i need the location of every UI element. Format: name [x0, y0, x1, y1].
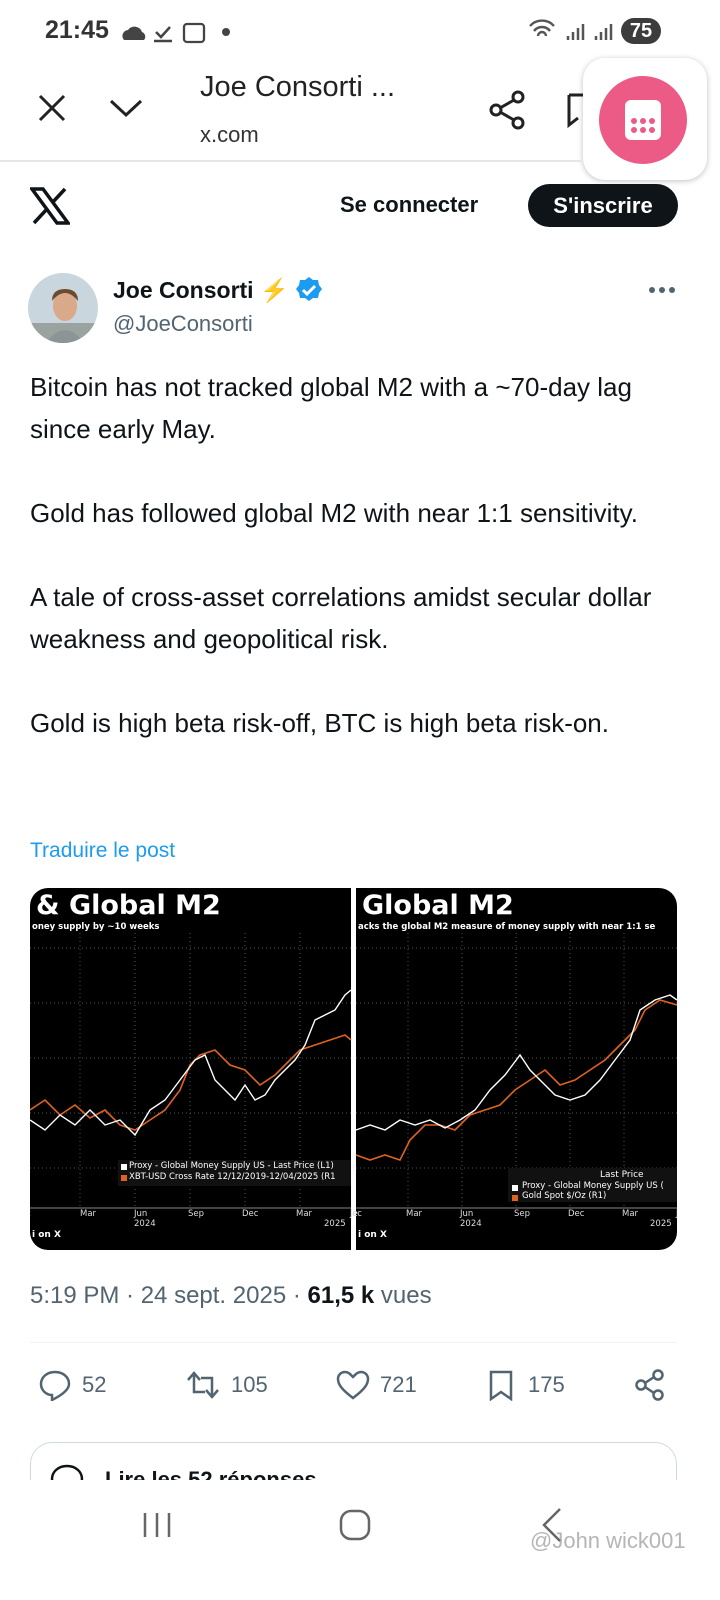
month-label: c	[30, 1209, 31, 1219]
status-time: 21:45	[45, 16, 109, 44]
image-title: Global M2	[362, 890, 514, 921]
x-logo[interactable]	[30, 187, 70, 225]
bookmark-count: 175	[528, 1372, 565, 1397]
post-paragraph: Gold has followed global M2 with near 1:…	[30, 498, 638, 528]
translate-link[interactable]: Traduire le post	[30, 839, 176, 862]
post-paragraph: Bitcoin has not tracked global M2 with a…	[30, 372, 632, 444]
image-credit: i on X	[32, 1230, 61, 1240]
post-text: Bitcoin has not tracked global M2 with a…	[30, 366, 658, 744]
avatar[interactable]	[28, 273, 98, 343]
year-label: 2024	[460, 1219, 482, 1229]
post-paragraph: A tale of cross-asset correlations amids…	[30, 582, 652, 654]
bookmark-action[interactable]: 175	[488, 1368, 565, 1402]
verified-badge	[296, 277, 322, 301]
legend-entry: Gold Spot $/Oz (R1)	[522, 1191, 607, 1201]
year-label: 2025	[650, 1219, 672, 1229]
close-button[interactable]	[36, 92, 68, 124]
view-count: 61,5 k	[307, 1282, 375, 1309]
month-label: Mar	[622, 1209, 639, 1219]
timestamp[interactable]: 5:19 PM · 24 sept. 2025	[30, 1282, 287, 1309]
month-label: Mar	[296, 1209, 313, 1219]
post-images[interactable]: & Global M2 oney supply by ~10 weeks Proxy…	[30, 888, 677, 1250]
legend-entry: Proxy - Global Money Supply US (	[522, 1181, 664, 1191]
meta-separator: ·	[292, 1282, 301, 1309]
home-button[interactable]	[338, 1508, 372, 1542]
post-paragraph: Gold is high beta risk-off, BTC is high …	[30, 708, 609, 738]
month-label: ec	[352, 1209, 362, 1219]
battery: 75	[621, 18, 661, 44]
month-label: Jun	[134, 1209, 148, 1219]
like-count: 721	[380, 1372, 417, 1397]
watermark: @John wick001	[530, 1528, 686, 1553]
share-button[interactable]	[488, 90, 528, 130]
more-button[interactable]	[648, 284, 676, 296]
month-label: Mar	[80, 1209, 97, 1219]
view-label: vues	[380, 1282, 432, 1309]
repost-button[interactable]: 105	[185, 1368, 268, 1402]
app-icon	[625, 100, 661, 140]
year-label: 2025	[324, 1219, 346, 1229]
page-title: Joe Consorti ...	[200, 71, 396, 103]
legend-entry: XBT-USD Cross Rate 12/12/2019-12/04/2025…	[129, 1172, 336, 1182]
author-handle[interactable]: @JoeConsorti	[113, 311, 253, 336]
month-label: Ju	[676, 1209, 677, 1219]
image-subtitle: oney supply by ~10 weeks	[32, 922, 160, 932]
author-name[interactable]: Joe Consorti ⚡	[113, 276, 323, 304]
expand-button[interactable]	[108, 96, 144, 120]
repost-count: 105	[231, 1372, 268, 1397]
like-icon	[336, 1370, 370, 1400]
month-label: Sep	[514, 1209, 531, 1219]
page-url: x.com	[200, 122, 259, 147]
share-post-button[interactable]	[634, 1369, 666, 1401]
year-label: 2024	[134, 1219, 156, 1229]
month-label: Jun	[460, 1209, 474, 1219]
author-name-text: Joe Consorti	[113, 277, 254, 303]
nav-bar: @John wick001	[0, 1480, 720, 1600]
legend-entry: Proxy - Global Money Supply US - Last Pr…	[129, 1161, 334, 1171]
bookmark-icon	[489, 1370, 513, 1401]
month-label: Mar	[406, 1209, 423, 1219]
floating-app-button[interactable]	[599, 76, 687, 164]
post-meta: 5:19 PM · 24 sept. 2025 · 61,5 k vues	[30, 1282, 432, 1310]
image-subtitle: acks the global M2 measure of money supp…	[358, 922, 656, 932]
back-button[interactable]	[540, 1506, 564, 1544]
status-icons	[122, 22, 230, 44]
reply-button[interactable]: 52	[38, 1368, 106, 1402]
month-label: Sep	[188, 1209, 205, 1219]
reply-count: 52	[82, 1372, 107, 1397]
legend-header: Last Price	[600, 1170, 644, 1180]
signal-icons	[529, 19, 613, 40]
image-title: & Global M2	[36, 890, 221, 921]
signup-button[interactable]: S'inscrire	[528, 184, 678, 227]
image-credit: i on X	[358, 1230, 387, 1240]
divider	[0, 160, 583, 162]
like-button[interactable]: 721	[336, 1368, 417, 1402]
repost-icon	[187, 1371, 219, 1399]
reply-icon	[39, 1370, 71, 1401]
divider	[30, 1342, 677, 1343]
month-label: Dec	[242, 1209, 259, 1219]
image-pair	[30, 888, 677, 1250]
login-link[interactable]: Se connecter	[340, 192, 479, 217]
month-label: Dec	[568, 1209, 585, 1219]
author-emoji: ⚡	[259, 277, 289, 303]
month-label: Je	[350, 1209, 358, 1219]
recents-button[interactable]	[140, 1510, 174, 1540]
